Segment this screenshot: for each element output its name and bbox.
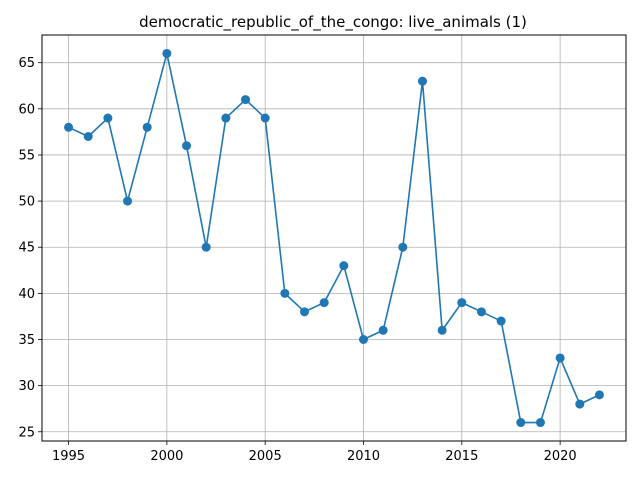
series-line <box>68 52 600 424</box>
x-tick-label: 2000 <box>150 449 183 464</box>
chart-title: democratic_republic_of_the_congo: live_a… <box>139 13 527 32</box>
data-point <box>496 316 506 326</box>
data-point <box>182 141 192 151</box>
data-point <box>142 122 152 132</box>
data-point <box>535 418 545 428</box>
x-tick-label: 2020 <box>544 449 577 464</box>
x-tick-label: 1995 <box>52 449 85 464</box>
data-point <box>201 242 211 252</box>
data-point <box>378 325 388 335</box>
y-tick-label: 50 <box>18 195 35 210</box>
y-tick-label: 45 <box>18 241 35 256</box>
y-tick-label: 55 <box>18 148 35 163</box>
x-tick-label: 2005 <box>249 449 282 464</box>
data-point <box>437 325 447 335</box>
data-point <box>221 113 231 123</box>
data-point <box>339 261 349 271</box>
data-point <box>476 307 486 317</box>
data-point <box>162 48 172 58</box>
x-tick-label: 2015 <box>445 449 478 464</box>
y-tick-label: 30 <box>18 379 35 394</box>
grid <box>42 35 626 441</box>
y-tick-label: 60 <box>18 102 35 117</box>
data-point <box>241 95 251 105</box>
data-point <box>123 196 133 206</box>
data-point <box>555 353 565 363</box>
plot-frame <box>41 34 627 442</box>
y-tick-label: 35 <box>18 333 35 348</box>
data-point <box>64 122 74 132</box>
data-point <box>83 132 93 141</box>
data-point <box>260 113 270 123</box>
x-tick-label: 2010 <box>347 449 380 464</box>
series-layer <box>64 48 604 428</box>
data-point <box>300 307 310 317</box>
data-point <box>358 335 368 344</box>
data-point <box>594 390 604 400</box>
data-point <box>103 113 113 123</box>
data-point <box>319 298 329 308</box>
y-tick-label: 65 <box>18 56 35 71</box>
data-point <box>280 288 290 298</box>
data-point <box>516 418 526 428</box>
axes: 1995 2000 2005 2010 2015 2020 25 30 35 40 45 50 55 60… <box>18 56 576 464</box>
data-point <box>575 399 585 409</box>
y-tick-label: 40 <box>18 287 35 302</box>
y-tick-label: 25 <box>18 425 35 440</box>
data-point <box>398 242 408 252</box>
data-point <box>457 298 467 308</box>
data-point <box>417 76 427 86</box>
